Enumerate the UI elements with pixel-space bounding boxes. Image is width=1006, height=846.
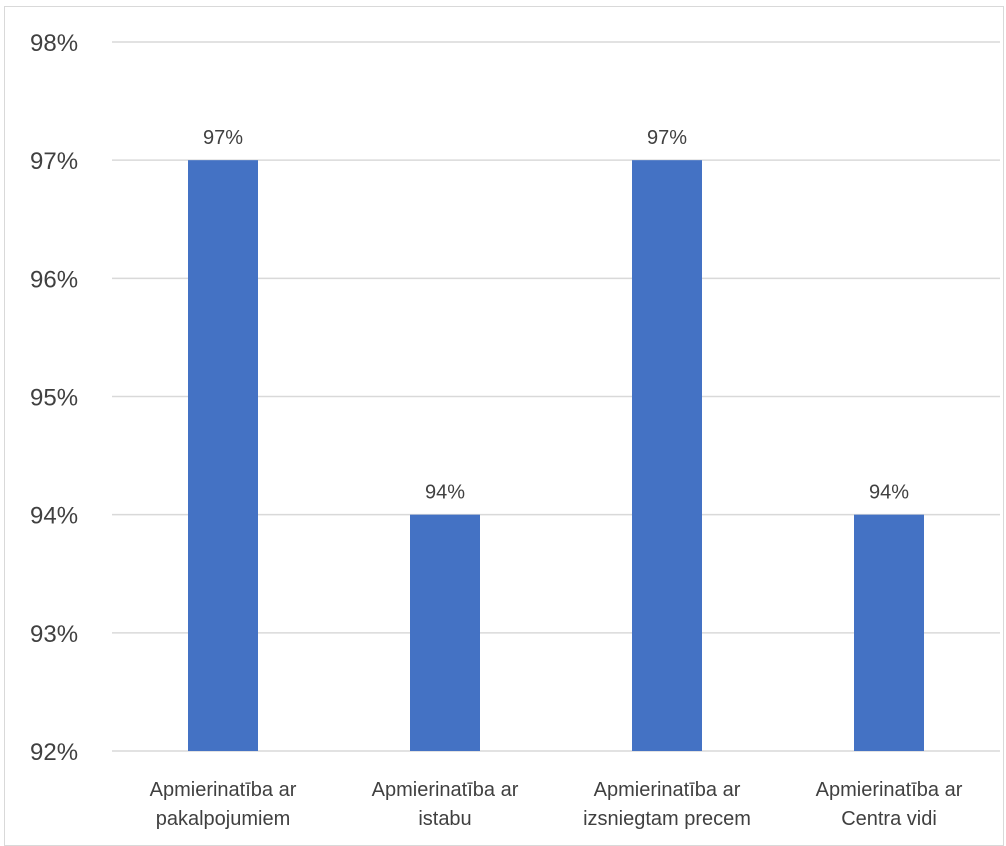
- x-category-label: Apmierinatība ar: [150, 779, 297, 801]
- bar: [632, 160, 702, 751]
- x-category-label: Apmierinatība ar: [372, 779, 519, 801]
- bar: [188, 160, 258, 751]
- gridlines: [112, 41, 1000, 752]
- y-tick-label: 94%: [30, 503, 78, 530]
- data-label: 97%: [203, 127, 243, 149]
- bar: [854, 514, 924, 751]
- data-label: 94%: [869, 482, 909, 504]
- y-tick-label: 96%: [30, 266, 78, 293]
- y-tick-label: 98%: [30, 30, 78, 57]
- y-tick-label: 95%: [30, 385, 78, 412]
- data-labels: 97% 94% 97% 94%: [203, 127, 909, 504]
- data-label: 94%: [425, 482, 465, 504]
- x-axis-category-labels: Apmierinatība ar pakalpojumiem Apmierinatī…: [150, 779, 963, 830]
- x-category-label: Centra vidi: [841, 808, 937, 830]
- y-axis-tick-labels: 92% 93% 94% 95% 96% 97% 98%: [30, 30, 78, 766]
- data-label: 97%: [647, 127, 687, 149]
- bars: [188, 160, 924, 751]
- y-tick-label: 92%: [30, 739, 78, 766]
- x-category-label: izsniegtam precem: [583, 808, 751, 830]
- x-category-label: istabu: [418, 808, 471, 830]
- y-tick-label: 97%: [30, 148, 78, 175]
- x-category-label: Apmierinatība ar: [594, 779, 741, 801]
- bar: [410, 514, 480, 751]
- x-category-label: Apmierinatība ar: [816, 779, 963, 801]
- y-tick-label: 93%: [30, 621, 78, 648]
- x-category-label: pakalpojumiem: [156, 808, 291, 830]
- chart-frame: [4, 6, 1004, 846]
